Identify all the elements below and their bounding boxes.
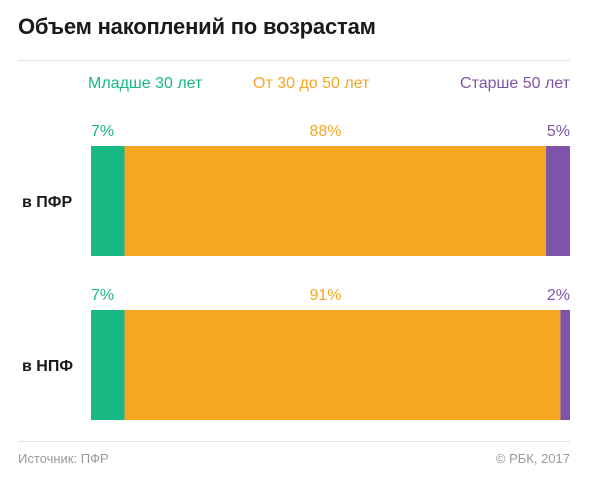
bar-segment-0-0 bbox=[91, 146, 125, 256]
data-label-0-1: 88% bbox=[309, 123, 341, 140]
category-label-0: в ПФР bbox=[22, 194, 72, 211]
data-label-1-2: 2% bbox=[547, 287, 570, 304]
stacked-bar-chart: в ПФР 7% 88% 5% в НПФ 7% 91% 2% bbox=[22, 123, 570, 420]
bar-segment-1-1 bbox=[124, 310, 561, 420]
source-note: Источник: ПФР bbox=[18, 451, 109, 466]
bar-segment-1-2 bbox=[560, 310, 570, 420]
legend-item-young: Младше 30 лет bbox=[88, 75, 203, 92]
bottom-divider bbox=[18, 441, 570, 442]
category-label-1: в НПФ bbox=[22, 358, 73, 375]
data-label-0-0: 7% bbox=[91, 123, 114, 140]
bar-segment-0-2 bbox=[546, 146, 570, 256]
legend-item-old: Старше 50 лет bbox=[460, 75, 570, 92]
legend-item-middle: От 30 до 50 лет bbox=[253, 75, 370, 92]
chart-title: Объем накоплений по возрастам bbox=[18, 14, 376, 39]
data-label-0-2: 5% bbox=[547, 123, 570, 140]
bar-segment-1-0 bbox=[91, 310, 125, 420]
top-divider bbox=[18, 60, 570, 61]
data-label-1-1: 91% bbox=[309, 287, 341, 304]
data-label-1-0: 7% bbox=[91, 287, 114, 304]
bar-segment-0-1 bbox=[124, 146, 547, 256]
copyright-note: © РБК, 2017 bbox=[495, 451, 570, 466]
